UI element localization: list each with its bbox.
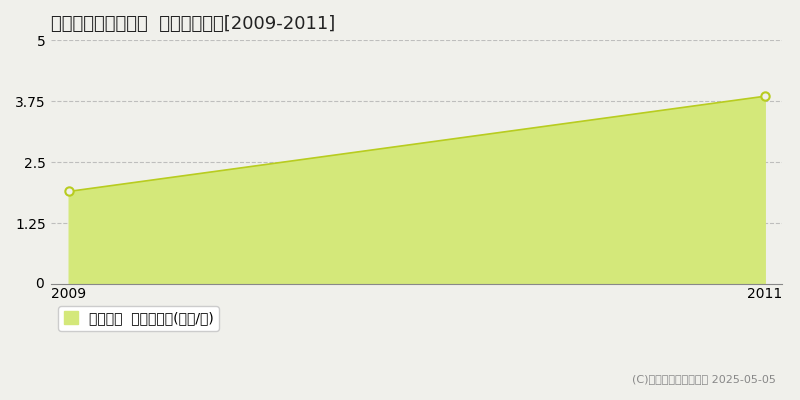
Text: (C)土地価格ドットコム 2025-05-05: (C)土地価格ドットコム 2025-05-05: [632, 374, 776, 384]
Text: 多気郡多気町東池上  土地価格推移[2009-2011]: 多気郡多気町東池上 土地価格推移[2009-2011]: [51, 15, 335, 33]
Legend: 土地価格  平均坊単価(万円/坊): 土地価格 平均坊単価(万円/坊): [58, 306, 219, 331]
Text: 0: 0: [35, 277, 44, 291]
